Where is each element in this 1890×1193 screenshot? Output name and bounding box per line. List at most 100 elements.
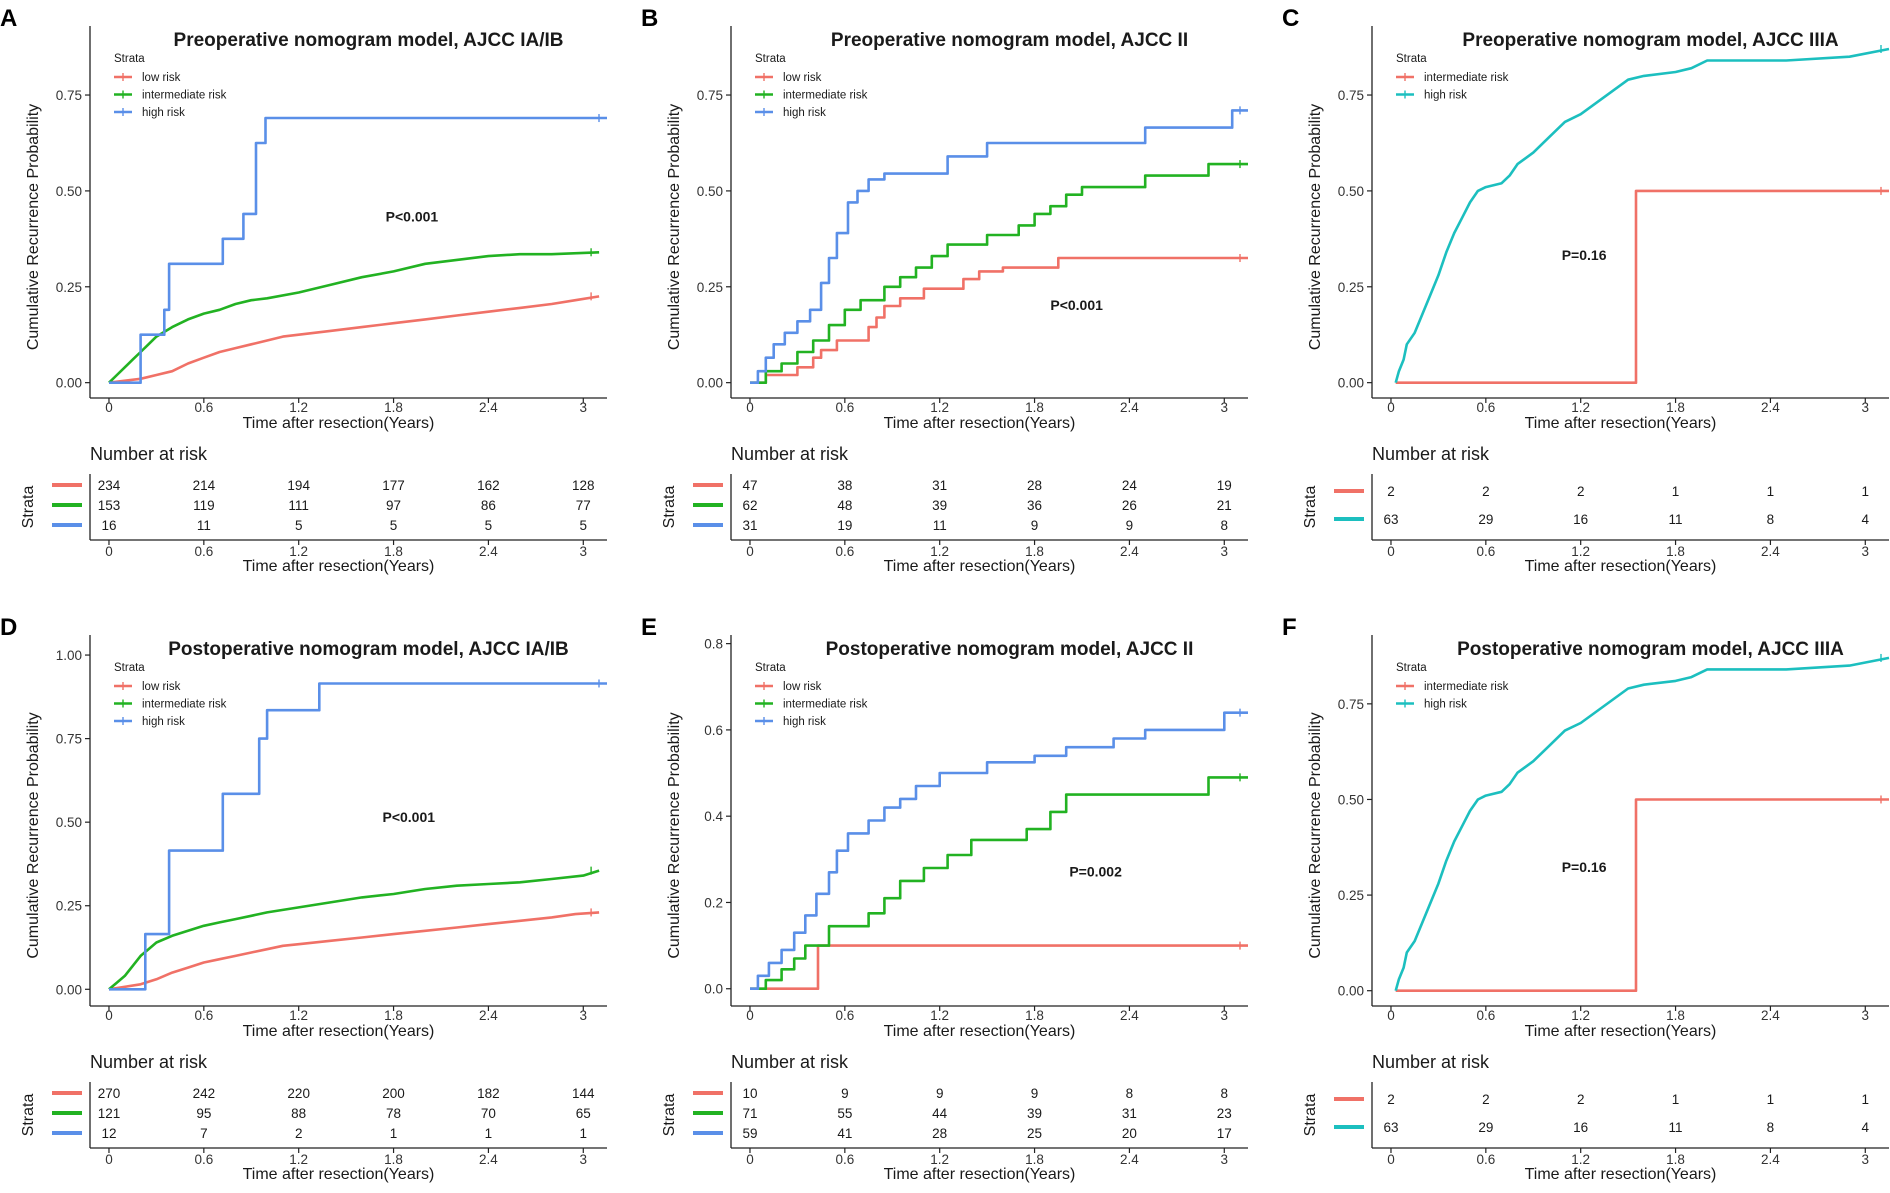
chart-title: Preoperative nomogram model, AJCC IA/IB [174,30,564,51]
risk-count: 65 [576,1106,591,1121]
risk-table-ylabel: Strata [661,486,678,529]
curve-high-risk [109,116,607,385]
risk-count: 63 [1383,1120,1398,1135]
risk-count: 1 [1672,1092,1680,1107]
legend-label: intermediate risk [142,90,227,102]
risk-count: 8 [1221,518,1229,533]
risk-x-tick-label: 1.2 [289,1152,308,1167]
x-tick-label: 0.6 [194,400,213,415]
risk-count: 5 [580,518,588,533]
x-tick-label: 1.2 [289,400,308,415]
risk-x-tick-label: 3 [1221,544,1229,559]
risk-count: 5 [390,518,398,533]
risk-count: 29 [1478,1120,1493,1135]
risk-count: 28 [1027,478,1042,493]
risk-count: 38 [837,478,852,493]
risk-x-tick-label: 1.2 [289,544,308,559]
y-tick-label: 0.75 [56,88,82,103]
x-tick-label: 1.2 [289,1008,308,1023]
risk-table-title: Number at risk [90,444,208,464]
y-tick-label: 0.75 [697,88,723,103]
y-tick-label: 0.25 [56,899,82,914]
risk-x-tick-label: 0 [746,1152,754,1167]
risk-count: 11 [1669,512,1683,527]
risk-count: 2 [295,1126,303,1141]
x-tick-label: 2.4 [1120,400,1139,415]
risk-x-tick-label: 3 [580,1152,588,1167]
risk-count: 62 [742,498,757,513]
panel-label: C [1282,5,1299,32]
risk-x-tick-label: 0 [1387,544,1395,559]
risk-x-tick-label: 1.8 [1025,544,1044,559]
risk-x-axis-label: Time after resection(Years) [243,1166,435,1183]
risk-x-tick-label: 0 [1387,1152,1395,1167]
risk-count: 162 [477,478,500,493]
risk-count: 97 [386,498,401,513]
panel-label: D [0,614,17,641]
risk-count: 23 [1217,1106,1232,1121]
x-axis-label: Time after resection(Years) [1525,1023,1717,1040]
x-axis-label: Time after resection(Years) [243,1023,435,1040]
risk-count: 1 [485,1126,493,1141]
y-tick-label: 1.00 [56,648,82,663]
risk-x-tick-label: 3 [1862,544,1870,559]
x-tick-label: 0.6 [1476,400,1495,415]
risk-x-axis-label: Time after resection(Years) [884,1166,1076,1183]
x-tick-label: 3 [580,1008,588,1023]
risk-count: 242 [193,1086,216,1101]
panel-label: A [0,5,17,32]
risk-table-ylabel: Strata [1302,1094,1319,1137]
x-tick-label: 2.4 [1761,400,1780,415]
legend-label: low risk [142,72,181,84]
y-tick-label: 0.25 [1338,888,1364,903]
risk-count: 153 [98,498,121,513]
y-axis-label: Cumulative Recurrence Probability [666,712,683,958]
y-tick-label: 0.50 [1338,184,1364,199]
risk-count: 1 [390,1126,398,1141]
legend-label: intermediate risk [783,90,868,102]
panel-label: F [1282,614,1297,641]
panel-label: B [641,5,658,32]
risk-count: 19 [1217,478,1232,493]
risk-count: 11 [197,518,211,533]
y-tick-label: 0.0 [704,982,723,997]
curve-low-risk [108,295,600,384]
curve-intermediate-risk [1395,189,1889,385]
risk-x-tick-label: 1.2 [930,544,949,559]
risk-x-tick-label: 2.4 [479,1152,498,1167]
risk-count: 86 [481,498,496,513]
legend-title: Strata [114,662,145,674]
risk-count: 47 [742,478,757,493]
x-axis-label: Time after resection(Years) [884,415,1076,432]
risk-count: 11 [933,518,947,533]
risk-count: 2 [1577,484,1585,499]
legend-title: Strata [755,53,786,65]
risk-count: 182 [477,1086,500,1101]
p-value: P=0.16 [1562,247,1607,263]
risk-x-tick-label: 2.4 [1761,1152,1780,1167]
curve-low-risk [750,256,1248,385]
y-tick-label: 0.50 [1338,792,1364,807]
x-tick-label: 1.8 [1025,1008,1044,1023]
risk-count: 41 [837,1126,852,1141]
y-tick-label: 0.2 [704,895,723,910]
x-tick-label: 2.4 [1120,1008,1139,1023]
x-tick-label: 0 [746,1008,754,1023]
risk-count: 39 [1027,1106,1042,1121]
risk-table-title: Number at risk [1372,1052,1490,1072]
p-value: P<0.001 [386,209,439,225]
panel-e: E Postoperative nomogram model, AJCC II 0.… [641,614,1248,1183]
risk-x-tick-label: 3 [580,544,588,559]
risk-count: 10 [742,1086,757,1101]
risk-table-ylabel: Strata [20,1094,37,1137]
panel-f: F Postoperative nomogram model, AJCC IIIA… [1282,614,1890,1183]
risk-count: 25 [1027,1126,1042,1141]
risk-count: 7 [200,1126,208,1141]
risk-x-tick-label: 1.8 [1025,1152,1044,1167]
y-axis-label: Cumulative Recurrence Probability [1307,712,1324,958]
risk-x-tick-label: 1.2 [930,1152,949,1167]
risk-table-ylabel: Strata [661,1094,678,1137]
p-value: P<0.001 [382,809,435,825]
y-tick-label: 0.50 [56,184,82,199]
